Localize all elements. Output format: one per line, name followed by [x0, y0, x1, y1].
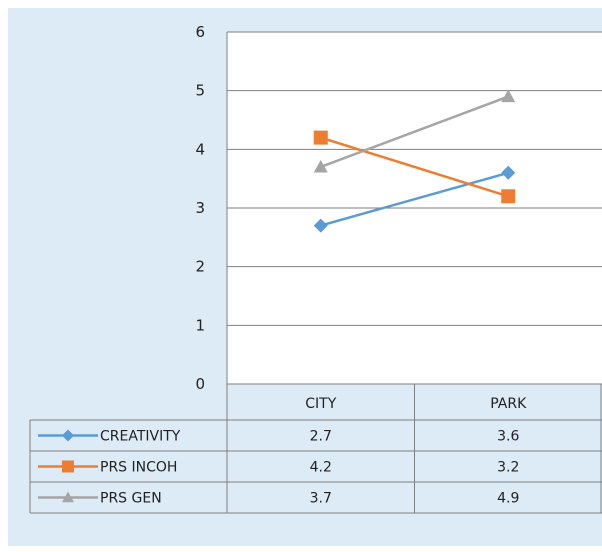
data-table-value: 2.7 [310, 429, 332, 445]
legend-key-marker [62, 460, 74, 473]
y-tick-label: 0 [195, 375, 205, 393]
data-table-value: 3.6 [497, 429, 519, 445]
legend-key-marker [62, 429, 74, 442]
legend-label: PRS GEN [100, 491, 162, 507]
series-layer [313, 89, 516, 233]
legend-label: PRS INCOH [100, 460, 177, 476]
data-point [313, 159, 328, 173]
y-tick-label: 5 [195, 82, 205, 100]
data-point [313, 218, 328, 233]
series-line [320, 136, 509, 198]
data-table-value: 4.2 [310, 460, 332, 476]
data-table-value: 4.9 [497, 491, 519, 507]
series-line [320, 171, 509, 227]
data-point [313, 130, 328, 145]
legend-label: CREATIVITY [100, 429, 181, 445]
data-point [501, 89, 516, 103]
data-point [501, 165, 516, 180]
series-line [320, 95, 509, 169]
legend-key-marker [62, 491, 74, 503]
data-table: CITY PARK CREATIVITY 2.7 3.6 PRS INCOH 4.2 3.2 P… [29, 383, 602, 514]
category-label: CITY [305, 396, 336, 412]
category-label: PARK [490, 396, 527, 412]
data-point [501, 189, 516, 204]
y-tick-label: 1 [195, 316, 205, 334]
y-tick-label: 6 [195, 23, 205, 41]
data-table-value: 3.2 [497, 460, 519, 476]
y-axis-ticks: 0 1 2 3 4 5 6 [195, 23, 205, 393]
data-table-value: 3.7 [310, 491, 332, 507]
y-tick-label: 2 [195, 258, 205, 276]
y-tick-label: 4 [195, 140, 205, 158]
gridlines [226, 31, 602, 385]
y-tick-label: 3 [195, 199, 205, 217]
